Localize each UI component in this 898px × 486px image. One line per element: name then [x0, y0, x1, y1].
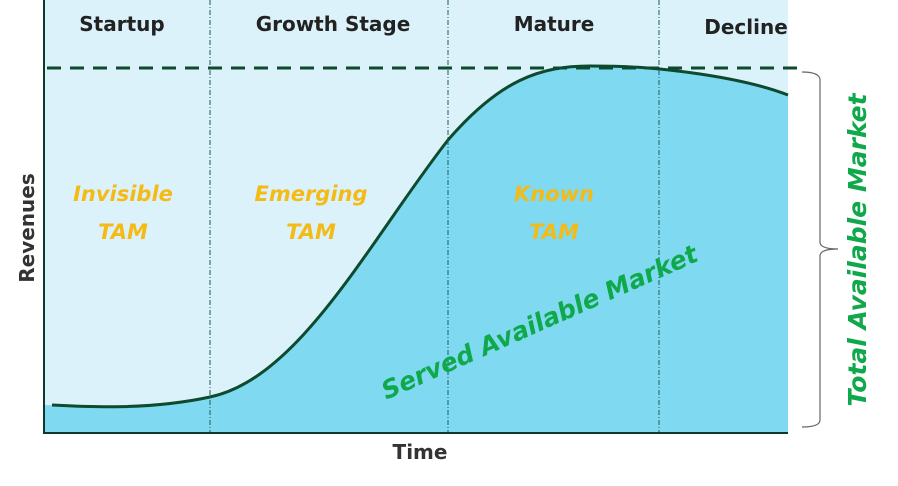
brace-icon	[801, 71, 839, 428]
tam-label-line1: Invisible	[73, 182, 173, 206]
served-market-area	[44, 66, 788, 433]
stage-startup: Startup	[79, 12, 164, 36]
total-market-label: Total Available Market	[843, 92, 872, 406]
tam-label-line2: TAM	[286, 220, 336, 244]
stage-growth: Growth Stage	[256, 12, 411, 36]
revenue-curve	[51, 64, 789, 409]
stage-mature: Mature	[514, 12, 595, 36]
tam-label-line2: TAM	[98, 220, 148, 244]
tam-label-line2: TAM	[529, 220, 579, 244]
y-axis-label: Revenues	[15, 173, 39, 283]
tam-label-line1: Emerging	[254, 182, 367, 206]
tam-label-line1: Known	[514, 182, 594, 206]
stage-decline: Decline	[704, 15, 788, 39]
x-axis-label: Time	[393, 440, 448, 464]
